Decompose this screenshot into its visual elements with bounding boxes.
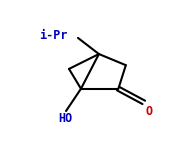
Text: HO: HO — [58, 112, 73, 125]
Text: i-Pr: i-Pr — [39, 29, 68, 42]
Text: O: O — [145, 104, 152, 118]
